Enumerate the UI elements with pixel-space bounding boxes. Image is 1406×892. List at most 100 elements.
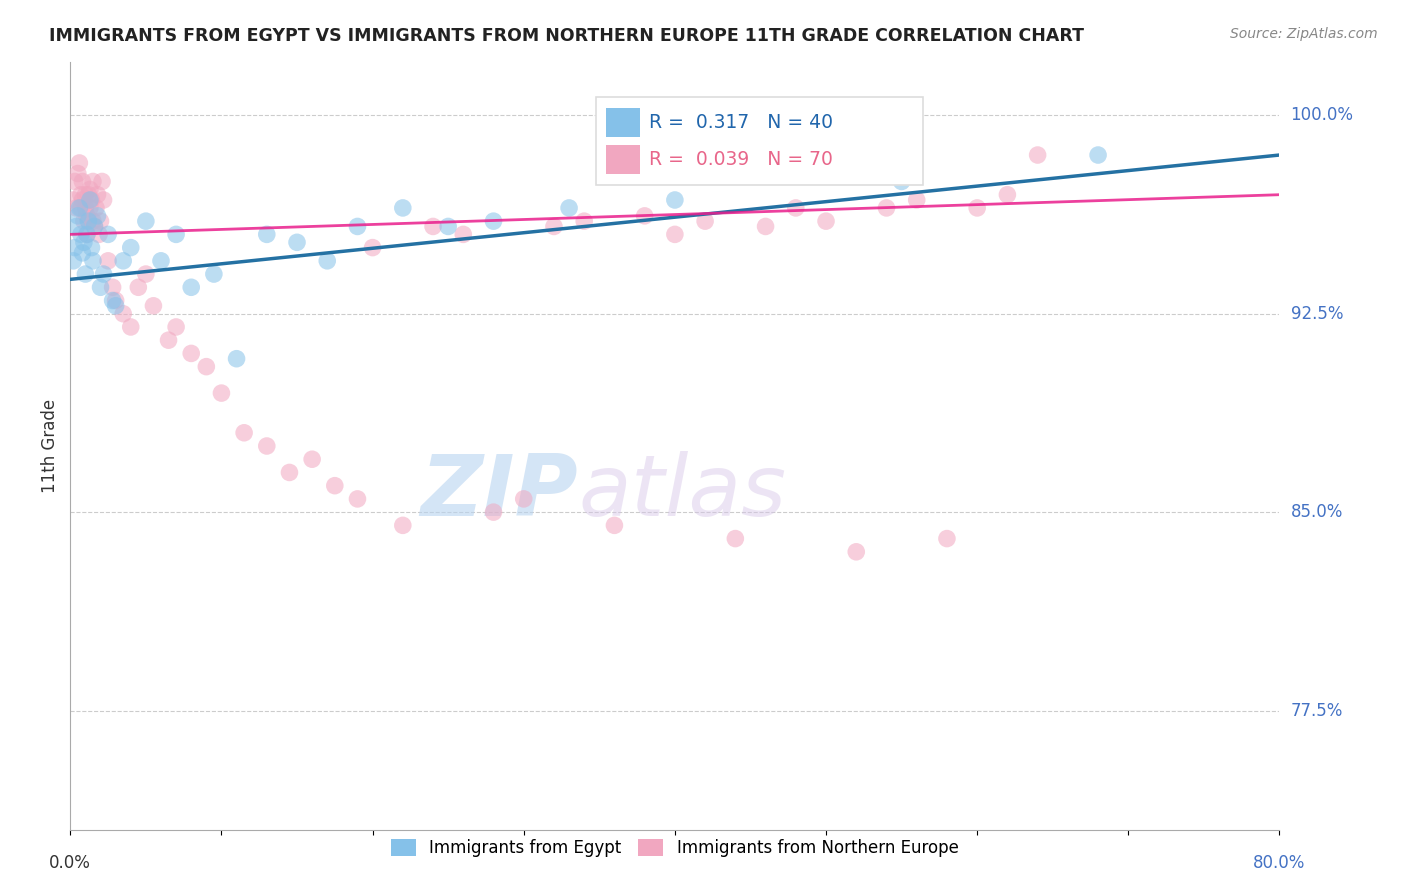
Text: 80.0%: 80.0% xyxy=(1253,855,1306,872)
Point xyxy=(905,193,928,207)
Point xyxy=(453,227,475,242)
Point xyxy=(72,174,94,188)
Point xyxy=(346,491,368,506)
Point xyxy=(101,280,124,294)
Point xyxy=(361,241,384,255)
Point xyxy=(323,478,346,492)
Point xyxy=(633,209,655,223)
Point xyxy=(165,320,187,334)
Point xyxy=(63,174,86,188)
Point xyxy=(83,219,105,234)
Point xyxy=(79,193,101,207)
Text: atlas: atlas xyxy=(578,450,786,533)
Point xyxy=(233,425,256,440)
Point xyxy=(90,280,111,294)
Legend: Immigrants from Egypt, Immigrants from Northern Europe: Immigrants from Egypt, Immigrants from N… xyxy=(384,832,966,863)
Point xyxy=(391,201,415,215)
Point xyxy=(104,299,127,313)
Point xyxy=(422,219,444,234)
Point xyxy=(112,307,135,321)
Point xyxy=(83,219,105,234)
Point xyxy=(211,386,233,401)
Text: R =  0.317   N = 40: R = 0.317 N = 40 xyxy=(650,112,834,132)
Point xyxy=(936,532,959,546)
Point xyxy=(91,174,114,188)
Point xyxy=(574,214,596,228)
Point xyxy=(543,219,565,234)
Point xyxy=(664,193,686,207)
Point xyxy=(180,280,202,294)
Point xyxy=(101,293,124,308)
Point xyxy=(82,253,104,268)
Point xyxy=(62,253,84,268)
Point xyxy=(87,227,110,242)
Point xyxy=(754,219,776,234)
Point xyxy=(76,227,98,242)
Point xyxy=(150,253,173,268)
Point xyxy=(165,227,187,242)
Point xyxy=(77,187,100,202)
Point xyxy=(70,201,93,215)
Point xyxy=(603,518,626,533)
Point xyxy=(66,167,89,181)
Point xyxy=(93,267,115,281)
Point xyxy=(513,491,536,506)
Point xyxy=(86,209,108,223)
Text: 85.0%: 85.0% xyxy=(1291,503,1343,521)
Point xyxy=(225,351,247,366)
Point xyxy=(316,253,339,268)
Point xyxy=(845,545,868,559)
Point xyxy=(558,201,581,215)
Point xyxy=(82,174,104,188)
Text: 100.0%: 100.0% xyxy=(1291,106,1354,124)
Point xyxy=(346,219,368,234)
Point xyxy=(76,209,98,223)
Point xyxy=(70,227,93,242)
Point xyxy=(77,214,100,228)
Bar xyxy=(606,145,640,174)
Point xyxy=(67,201,90,215)
Point xyxy=(1087,148,1109,162)
Point xyxy=(135,214,157,228)
Point xyxy=(97,253,120,268)
Point xyxy=(75,187,97,202)
Point xyxy=(90,214,111,228)
Point xyxy=(875,201,898,215)
Point xyxy=(127,280,149,294)
Point xyxy=(256,227,278,242)
Point xyxy=(80,193,103,207)
Point xyxy=(180,346,202,360)
Text: 92.5%: 92.5% xyxy=(1291,305,1343,323)
Point xyxy=(785,201,807,215)
Text: R =  0.039   N = 70: R = 0.039 N = 70 xyxy=(650,150,834,169)
Point xyxy=(75,201,97,215)
Point xyxy=(80,241,103,255)
Text: ZIP: ZIP xyxy=(420,450,578,533)
Point xyxy=(995,187,1018,202)
Point xyxy=(256,439,278,453)
Bar xyxy=(606,108,640,136)
Point xyxy=(65,219,87,234)
Point xyxy=(1026,148,1049,162)
Text: 77.5%: 77.5% xyxy=(1291,701,1343,720)
Point xyxy=(67,156,90,170)
Point xyxy=(815,214,838,228)
Point xyxy=(62,193,84,207)
Point xyxy=(142,299,165,313)
Point xyxy=(93,193,115,207)
Point xyxy=(65,201,87,215)
Point xyxy=(890,174,912,188)
Text: 0.0%: 0.0% xyxy=(49,855,91,872)
Point xyxy=(120,241,142,255)
Point xyxy=(97,227,120,242)
Point xyxy=(437,219,460,234)
Point xyxy=(195,359,218,374)
Point xyxy=(79,182,101,196)
Point xyxy=(104,293,127,308)
Y-axis label: 11th Grade: 11th Grade xyxy=(41,399,59,493)
Point xyxy=(695,214,717,228)
Point xyxy=(86,187,108,202)
Point xyxy=(82,214,104,228)
Point xyxy=(70,187,93,202)
Point xyxy=(482,505,505,519)
